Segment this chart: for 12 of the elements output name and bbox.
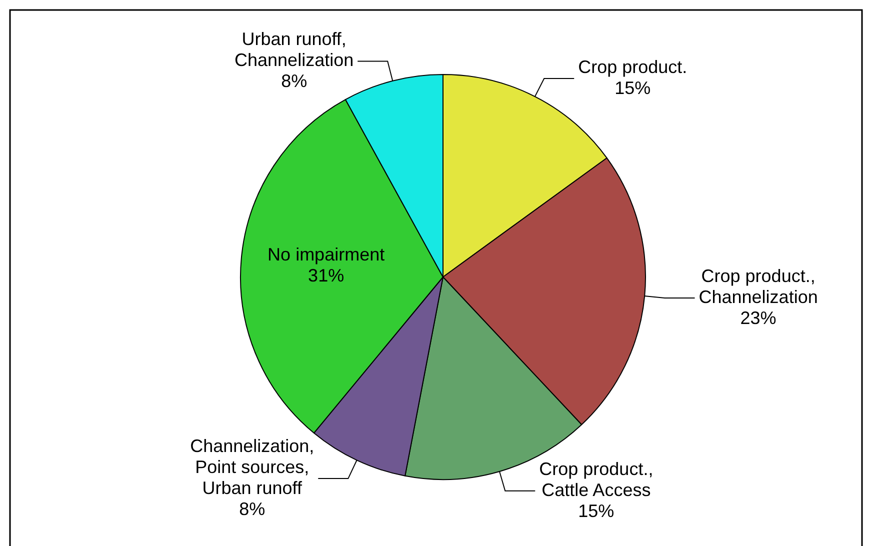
data-label: 31% [308,265,344,286]
slice-label: Crop product., Cattle Access [539,458,654,500]
data-label: 15% [614,78,651,98]
slice-label: Crop product. [578,56,688,77]
data-label: 8% [281,71,308,92]
data-label: 23% [740,308,776,328]
slice-label: Crop product., Channelization [698,266,818,307]
slice-label: No impairment [268,244,385,264]
data-label: 15% [578,500,614,521]
data-label: 8% [239,499,266,520]
slice-label: Channelization, Point sources, Urban runoff [190,436,314,498]
slice-label: Urban runoff, Channelization [234,29,354,70]
